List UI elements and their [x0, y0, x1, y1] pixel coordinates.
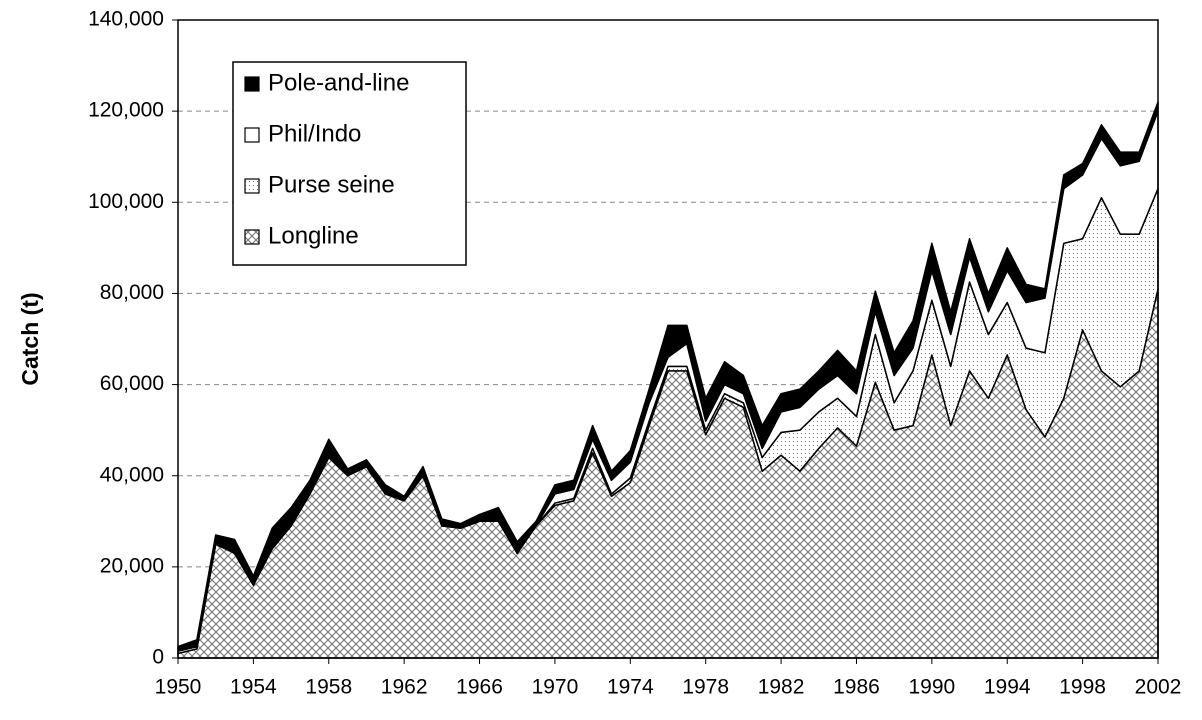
x-tick-label: 1982 — [758, 676, 805, 699]
legend-swatch — [244, 127, 260, 143]
x-tick-label: 1966 — [456, 676, 503, 699]
y-axis-label: Catch (t) — [17, 292, 43, 385]
x-tick-label: 1998 — [1059, 676, 1106, 699]
x-tick-label: 1990 — [908, 676, 955, 699]
plot-frame — [177, 19, 1159, 659]
legend-label: Purse seine — [268, 171, 395, 198]
y-tick-label: 60,000 — [100, 372, 164, 395]
x-tick-label: 1950 — [155, 676, 202, 699]
x-tick-label: 1970 — [532, 676, 579, 699]
y-tick-label: 20,000 — [100, 554, 164, 577]
legend-label: Pole-and-line — [268, 69, 409, 96]
x-tick-label: 1962 — [381, 676, 428, 699]
legend-label: Longline — [268, 222, 359, 249]
x-tick-label: 1978 — [682, 676, 729, 699]
legend-swatch — [244, 178, 260, 194]
x-tick-label: 1958 — [305, 676, 352, 699]
y-tick-label: 100,000 — [88, 190, 164, 213]
legend-swatch — [244, 76, 260, 92]
legend-label: Phil/Indo — [268, 120, 361, 147]
x-tick-label: 1994 — [984, 676, 1031, 699]
y-tick-label: 40,000 — [100, 463, 164, 486]
x-tick-label: 1954 — [230, 676, 277, 699]
x-tick-label: 1986 — [833, 676, 880, 699]
y-tick-label: 80,000 — [100, 281, 164, 304]
legend-swatch — [244, 229, 260, 245]
y-tick-label: 120,000 — [88, 99, 164, 122]
y-tick-label: 140,000 — [88, 8, 164, 31]
x-tick-label: 2002 — [1135, 676, 1182, 699]
y-tick-label: 0 — [152, 646, 164, 669]
legend-box — [232, 61, 467, 266]
x-tick-label: 1974 — [607, 676, 654, 699]
